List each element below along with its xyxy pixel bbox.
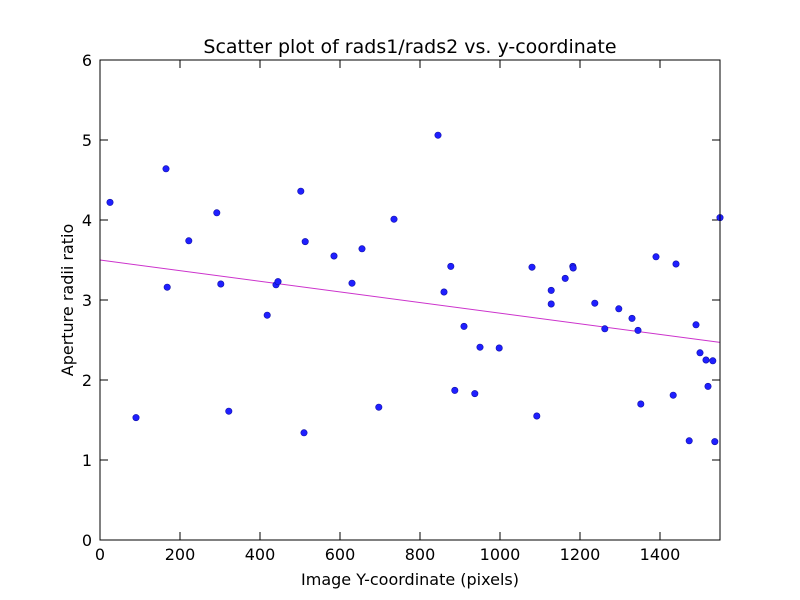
- data-point: [704, 382, 712, 390]
- y-axis-label: Aperture radii ratio: [58, 224, 77, 377]
- data-point: [628, 314, 636, 322]
- data-point: [591, 299, 599, 307]
- x-tick-label: 1400: [640, 545, 681, 564]
- data-point: [440, 288, 448, 296]
- data-point: [330, 252, 338, 260]
- fit-line: [99, 259, 721, 343]
- y-tick-label: 0: [82, 531, 92, 550]
- data-point: [358, 245, 366, 253]
- data-point: [390, 215, 398, 223]
- data-point: [297, 187, 305, 195]
- data-point: [561, 274, 569, 282]
- data-point: [692, 321, 700, 329]
- data-point: [162, 165, 170, 173]
- plot-area: [100, 60, 720, 540]
- data-point: [476, 343, 484, 351]
- data-point: [434, 131, 442, 139]
- data-point: [569, 264, 577, 272]
- data-point: [300, 429, 308, 437]
- x-tick-label: 200: [165, 545, 196, 564]
- data-point: [348, 279, 356, 287]
- data-point: [460, 322, 468, 330]
- data-point: [702, 356, 710, 364]
- data-point: [672, 260, 680, 268]
- data-point: [709, 357, 717, 365]
- data-points: [106, 131, 724, 446]
- data-point: [533, 412, 541, 420]
- data-point: [132, 414, 140, 422]
- data-point: [185, 237, 193, 245]
- plot-frame: [99, 59, 721, 541]
- y-tick-label: 2: [82, 371, 92, 390]
- data-point: [637, 400, 645, 408]
- data-point: [213, 209, 221, 217]
- x-tick-label: 1000: [480, 545, 521, 564]
- data-point: [263, 311, 271, 319]
- data-point: [106, 198, 114, 206]
- data-point: [495, 344, 503, 352]
- data-point: [451, 386, 459, 394]
- data-point: [163, 283, 171, 291]
- fit-line-group: [99, 259, 721, 343]
- chart-title: Scatter plot of rads1/rads2 vs. y-coordi…: [203, 36, 616, 58]
- data-point: [711, 438, 719, 446]
- x-tick-label: 600: [325, 545, 356, 564]
- x-tick-label: 800: [405, 545, 436, 564]
- x-tick-label: 0: [95, 545, 105, 564]
- data-point: [547, 300, 555, 308]
- y-tick-labels: 0 1 2 3 4 5 6: [82, 51, 92, 550]
- y-tick-label: 6: [82, 51, 92, 70]
- data-point: [225, 407, 233, 415]
- data-point: [669, 391, 677, 399]
- data-point: [547, 286, 555, 294]
- y-tick-label: 3: [82, 291, 92, 310]
- x-tick-labels: 0 200 400 600 800 1000 1200 1400: [95, 545, 680, 564]
- data-point: [274, 278, 282, 286]
- y-tick-label: 5: [82, 131, 92, 150]
- data-point: [685, 437, 693, 445]
- data-point: [447, 262, 455, 270]
- x-axis-label: Image Y-coordinate (pixels): [301, 570, 519, 589]
- data-point: [634, 326, 642, 334]
- data-point: [696, 349, 704, 357]
- data-point: [375, 403, 383, 411]
- x-tick-label: 1200: [560, 545, 601, 564]
- data-point: [601, 325, 609, 333]
- y-tick-label: 4: [82, 211, 92, 230]
- data-point: [652, 253, 660, 261]
- x-tick-label: 400: [245, 545, 276, 564]
- data-point: [471, 390, 479, 398]
- data-point: [217, 280, 225, 288]
- y-tick-label: 1: [82, 451, 92, 470]
- data-point: [528, 263, 536, 271]
- data-point: [615, 305, 623, 313]
- data-point: [301, 238, 309, 246]
